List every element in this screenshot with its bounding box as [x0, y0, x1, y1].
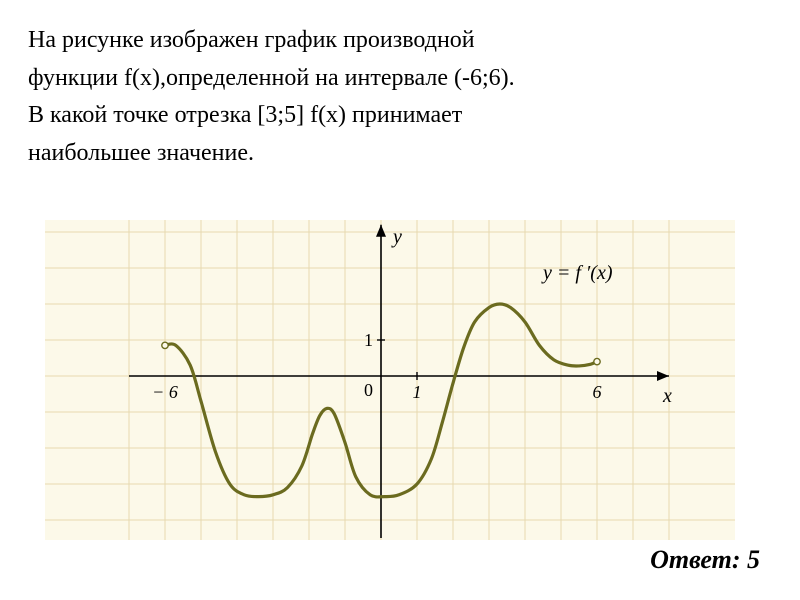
svg-text:y: y	[391, 226, 402, 248]
svg-text:1: 1	[364, 330, 373, 350]
problem-line: наибольшее значение.	[28, 137, 772, 171]
derivative-chart: − 6 1 6 1 0 x y y = f ′(x)	[45, 220, 735, 540]
svg-text:− 6: − 6	[152, 382, 178, 402]
svg-text:0: 0	[364, 380, 373, 400]
svg-text:y = f ′(x): y = f ′(x)	[541, 262, 613, 284]
problem-line: функции f(x),определенной на интервале (…	[28, 62, 772, 96]
problem-line: В какой точке отрезка [3;5] f(x) принима…	[28, 99, 772, 133]
answer-label: Ответ: 5	[650, 545, 760, 575]
problem-line: На рисунке изображен график производной	[28, 24, 772, 58]
chart-container: − 6 1 6 1 0 x y y = f ′(x)	[45, 220, 735, 540]
svg-text:x: x	[662, 385, 672, 407]
svg-text:1: 1	[413, 382, 422, 402]
problem-text: На рисунке изображен график производной ф…	[28, 24, 772, 170]
svg-text:6: 6	[593, 382, 602, 402]
